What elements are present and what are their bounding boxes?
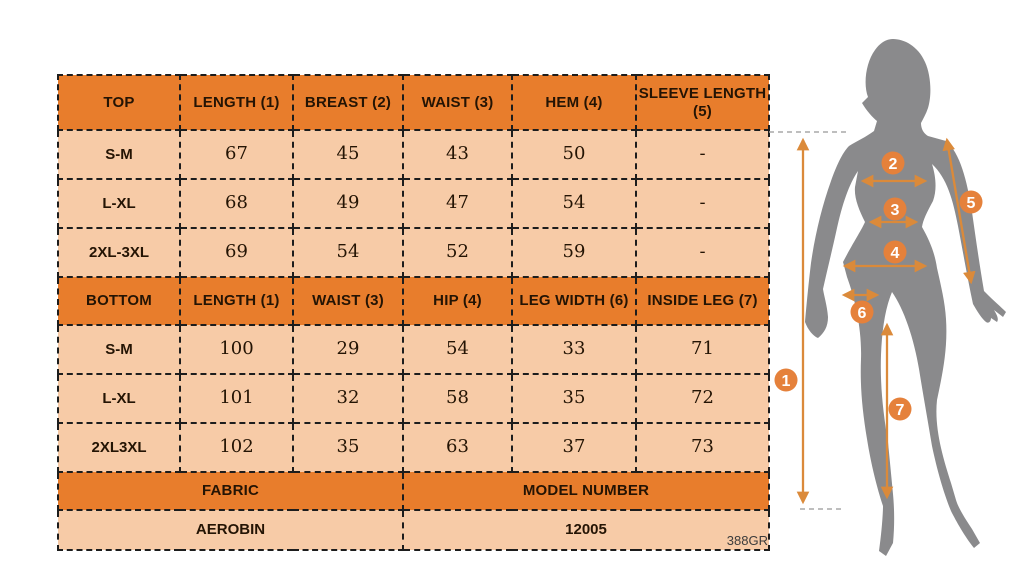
header-cell-length: LENGTH (1)	[179, 276, 294, 326]
value-cell: 100	[179, 324, 294, 375]
product-code-label: 388GR	[726, 533, 768, 548]
marker-badge-3: 3	[883, 197, 907, 221]
value-cell: 49	[292, 178, 404, 229]
header-cell-breast: BREAST (2)	[292, 74, 404, 131]
top-header-row: TOP LENGTH (1) BREAST (2) WAIST (3) HEM …	[57, 74, 770, 131]
value-cell: 54	[402, 324, 513, 375]
header-cell-hem: HEM (4)	[511, 74, 637, 131]
header-cell-leg-width: LEG WIDTH (6)	[511, 276, 637, 326]
table-row: S-M 100 29 54 33 71	[57, 324, 770, 375]
value-cell: 37	[511, 422, 637, 473]
value-cell: 45	[292, 129, 404, 180]
svg-text:1: 1	[782, 373, 791, 390]
info-value-row: AEROBIN 12005	[57, 509, 770, 551]
size-label: 2XL-3XL	[57, 227, 181, 278]
value-cell: 35	[292, 422, 404, 473]
value-cell: 102	[179, 422, 294, 473]
value-cell: 33	[511, 324, 637, 375]
table-row: L-XL 101 32 58 35 72	[57, 373, 770, 424]
value-cell: -	[635, 129, 770, 180]
svg-text:4: 4	[891, 245, 900, 262]
size-chart-table: TOP LENGTH (1) BREAST (2) WAIST (3) HEM …	[57, 74, 770, 551]
table-row: 2XL-3XL 69 54 52 59 -	[57, 227, 770, 278]
value-cell: 72	[635, 373, 770, 424]
value-cell: 32	[292, 373, 404, 424]
table-row: L-XL 68 49 47 54 -	[57, 178, 770, 229]
value-cell: 50	[511, 129, 637, 180]
value-cell: 52	[402, 227, 513, 278]
value-cell: 54	[292, 227, 404, 278]
model-number-value: 12005	[402, 509, 770, 551]
marker-badge-4: 4	[883, 240, 907, 264]
header-cell-length: LENGTH (1)	[179, 74, 294, 131]
marker-badge-7: 7	[888, 397, 912, 421]
value-cell: 68	[179, 178, 294, 229]
value-cell: 58	[402, 373, 513, 424]
marker-badge-1: 1	[774, 368, 798, 392]
marker-badge-6: 6	[850, 300, 874, 324]
header-cell-sleeve: SLEEVE LENGTH (5)	[635, 74, 770, 131]
marker-badge-5: 5	[959, 190, 983, 214]
svg-text:2: 2	[889, 156, 898, 173]
size-label: L-XL	[57, 178, 181, 229]
header-cell-bottom: BOTTOM	[57, 276, 181, 326]
woman-silhouette	[805, 39, 1006, 556]
value-cell: 73	[635, 422, 770, 473]
table-row: 2XL3XL 102 35 63 37 73	[57, 422, 770, 473]
value-cell: 59	[511, 227, 637, 278]
value-cell: 35	[511, 373, 637, 424]
value-cell: -	[635, 227, 770, 278]
size-label: S-M	[57, 129, 181, 180]
svg-text:7: 7	[896, 402, 905, 419]
value-cell: 101	[179, 373, 294, 424]
marker-badge-2: 2	[881, 151, 905, 175]
size-label: S-M	[57, 324, 181, 375]
value-cell: 71	[635, 324, 770, 375]
size-label: L-XL	[57, 373, 181, 424]
header-cell-waist: WAIST (3)	[402, 74, 513, 131]
value-cell: 67	[179, 129, 294, 180]
table-row: S-M 67 45 43 50 -	[57, 129, 770, 180]
header-cell-model: MODEL NUMBER	[402, 471, 770, 511]
header-cell-top: TOP	[57, 74, 181, 131]
svg-text:6: 6	[858, 305, 867, 322]
info-header-row: FABRIC MODEL NUMBER	[57, 471, 770, 511]
measurement-figure: 1 2 3 4 5 6 7	[769, 39, 1006, 556]
value-cell: 43	[402, 129, 513, 180]
value-cell: 63	[402, 422, 513, 473]
header-cell-fabric: FABRIC	[57, 471, 404, 511]
bottom-header-row: BOTTOM LENGTH (1) WAIST (3) HIP (4) LEG …	[57, 276, 770, 326]
value-cell: -	[635, 178, 770, 229]
svg-text:5: 5	[967, 195, 976, 212]
value-cell: 29	[292, 324, 404, 375]
svg-text:3: 3	[891, 202, 900, 219]
header-cell-waist: WAIST (3)	[292, 276, 404, 326]
value-cell: 47	[402, 178, 513, 229]
header-cell-inside-leg: INSIDE LEG (7)	[635, 276, 770, 326]
measure-arrow-5-sleeve-icon	[942, 137, 976, 285]
fabric-value: AEROBIN	[57, 509, 404, 551]
value-cell: 54	[511, 178, 637, 229]
size-label: 2XL3XL	[57, 422, 181, 473]
header-cell-hip: HIP (4)	[402, 276, 513, 326]
value-cell: 69	[179, 227, 294, 278]
